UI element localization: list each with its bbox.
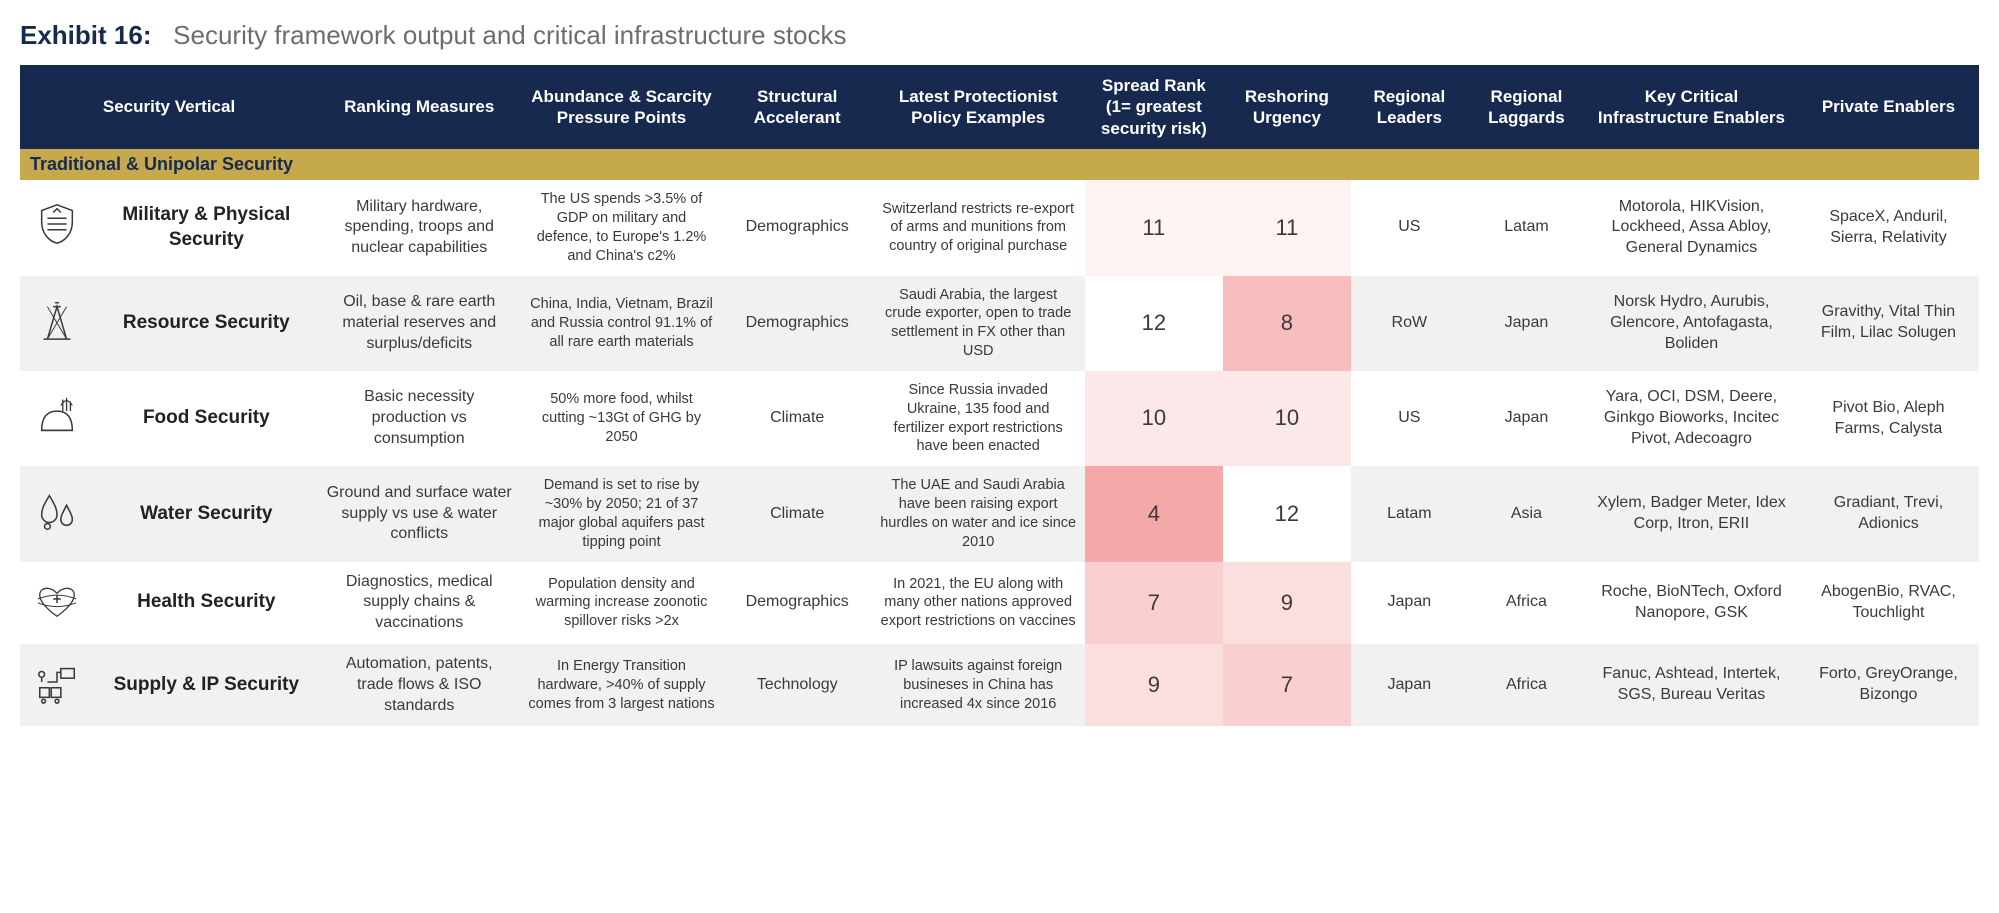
health-icon (20, 562, 95, 644)
reshoring-urgency: 9 (1223, 562, 1351, 644)
resource-icon (20, 276, 95, 371)
exhibit-title: Exhibit 16: Security framework output an… (20, 20, 1979, 51)
spread-rank: 11 (1085, 180, 1223, 275)
private-enablers: SpaceX, Anduril, Sierra, Relativity (1798, 180, 1979, 275)
private-enablers: AbogenBio, RVAC, Touchlight (1798, 562, 1979, 644)
col-policy: Latest Protectionist Policy Examples (872, 65, 1085, 149)
col-abundance: Abundance & Scarcity Pressure Points (520, 65, 722, 149)
table-row: Food SecurityBasic necessity production … (20, 371, 1979, 466)
regional-leaders: US (1351, 180, 1468, 275)
col-security-vertical: Security Vertical (20, 65, 318, 149)
abundance-points: 50% more food, whilst cutting ~13Gt of G… (520, 371, 722, 466)
spread-rank: 7 (1085, 562, 1223, 644)
col-reshoring: Reshoring Urgency (1223, 65, 1351, 149)
policy-example: Since Russia invaded Ukraine, 135 food a… (872, 371, 1085, 466)
spread-rank: 12 (1085, 276, 1223, 371)
structural-accelerant: Demographics (723, 276, 872, 371)
water-icon (20, 466, 95, 561)
private-enablers: Gravithy, Vital Thin Film, Lilac Solugen (1798, 276, 1979, 371)
ranking-measures: Basic necessity production vs consumptio… (318, 371, 520, 466)
section-label: Traditional & Unipolar Security (20, 149, 1979, 180)
regional-leaders: Latam (1351, 466, 1468, 561)
regional-laggards: Japan (1468, 276, 1585, 371)
col-laggards: Regional Laggards (1468, 65, 1585, 149)
table-row: Military & Physical SecurityMilitary har… (20, 180, 1979, 275)
reshoring-urgency: 10 (1223, 371, 1351, 466)
regional-leaders: RoW (1351, 276, 1468, 371)
supply-icon (20, 644, 95, 726)
ranking-measures: Automation, patents, trade flows & ISO s… (318, 644, 520, 726)
policy-example: IP lawsuits against foreign busineses in… (872, 644, 1085, 726)
key-enablers: Roche, BioNTech, Oxford Nanopore, GSK (1585, 562, 1798, 644)
structural-accelerant: Climate (723, 466, 872, 561)
policy-example: In 2021, the EU along with many other na… (872, 562, 1085, 644)
private-enablers: Forto, GreyOrange, Bizongo (1798, 644, 1979, 726)
ranking-measures: Oil, base & rare earth material reserves… (318, 276, 520, 371)
exhibit-subtitle: Security framework output and critical i… (173, 20, 846, 50)
ranking-measures: Diagnostics, medical supply chains & vac… (318, 562, 520, 644)
reshoring-urgency: 12 (1223, 466, 1351, 561)
abundance-points: China, India, Vietnam, Brazil and Russia… (520, 276, 722, 371)
key-enablers: Motorola, HIKVision, Lockheed, Assa Ablo… (1585, 180, 1798, 275)
col-accelerant: Structural Accelerant (723, 65, 872, 149)
structural-accelerant: Technology (723, 644, 872, 726)
regional-leaders: Japan (1351, 562, 1468, 644)
military-icon (20, 180, 95, 275)
col-key-enablers: Key Critical Infrastructure Enablers (1585, 65, 1798, 149)
col-private-enablers: Private Enablers (1798, 65, 1979, 149)
vertical-name: Military & Physical Security (95, 180, 319, 275)
table-row: Water SecurityGround and surface water s… (20, 466, 1979, 561)
exhibit-number: Exhibit 16: (20, 20, 151, 50)
structural-accelerant: Demographics (723, 562, 872, 644)
ranking-measures: Military hardware, spending, troops and … (318, 180, 520, 275)
key-enablers: Xylem, Badger Meter, Idex Corp, Itron, E… (1585, 466, 1798, 561)
vertical-name: Supply & IP Security (95, 644, 319, 726)
regional-laggards: Africa (1468, 644, 1585, 726)
reshoring-urgency: 8 (1223, 276, 1351, 371)
regional-laggards: Latam (1468, 180, 1585, 275)
key-enablers: Norsk Hydro, Aurubis, Glencore, Antofaga… (1585, 276, 1798, 371)
col-leaders: Regional Leaders (1351, 65, 1468, 149)
structural-accelerant: Climate (723, 371, 872, 466)
policy-example: Saudi Arabia, the largest crude exporter… (872, 276, 1085, 371)
food-icon (20, 371, 95, 466)
abundance-points: The US spends >3.5% of GDP on military a… (520, 180, 722, 275)
regional-laggards: Africa (1468, 562, 1585, 644)
spread-rank: 10 (1085, 371, 1223, 466)
abundance-points: In Energy Transition hardware, >40% of s… (520, 644, 722, 726)
table-body: Traditional & Unipolar Security Military… (20, 149, 1979, 727)
section-row: Traditional & Unipolar Security (20, 149, 1979, 180)
col-spread-rank: Spread Rank (1= greatest security risk) (1085, 65, 1223, 149)
private-enablers: Pivot Bio, Aleph Farms, Calysta (1798, 371, 1979, 466)
table-row: Supply & IP SecurityAutomation, patents,… (20, 644, 1979, 726)
policy-example: Switzerland restricts re-export of arms … (872, 180, 1085, 275)
key-enablers: Fanuc, Ashtead, Intertek, SGS, Bureau Ve… (1585, 644, 1798, 726)
security-framework-table: Security Vertical Ranking Measures Abund… (20, 65, 1979, 726)
col-ranking-measures: Ranking Measures (318, 65, 520, 149)
spread-rank: 4 (1085, 466, 1223, 561)
vertical-name: Health Security (95, 562, 319, 644)
regional-laggards: Japan (1468, 371, 1585, 466)
regional-leaders: US (1351, 371, 1468, 466)
table-header: Security Vertical Ranking Measures Abund… (20, 65, 1979, 149)
regional-leaders: Japan (1351, 644, 1468, 726)
regional-laggards: Asia (1468, 466, 1585, 561)
ranking-measures: Ground and surface water supply vs use &… (318, 466, 520, 561)
abundance-points: Population density and warming increase … (520, 562, 722, 644)
policy-example: The UAE and Saudi Arabia have been raisi… (872, 466, 1085, 561)
reshoring-urgency: 11 (1223, 180, 1351, 275)
table-row: Health SecurityDiagnostics, medical supp… (20, 562, 1979, 644)
structural-accelerant: Demographics (723, 180, 872, 275)
key-enablers: Yara, OCI, DSM, Deere, Ginkgo Bioworks, … (1585, 371, 1798, 466)
vertical-name: Food Security (95, 371, 319, 466)
vertical-name: Water Security (95, 466, 319, 561)
reshoring-urgency: 7 (1223, 644, 1351, 726)
vertical-name: Resource Security (95, 276, 319, 371)
private-enablers: Gradiant, Trevi, Adionics (1798, 466, 1979, 561)
table-row: Resource SecurityOil, base & rare earth … (20, 276, 1979, 371)
abundance-points: Demand is set to rise by ~30% by 2050; 2… (520, 466, 722, 561)
spread-rank: 9 (1085, 644, 1223, 726)
